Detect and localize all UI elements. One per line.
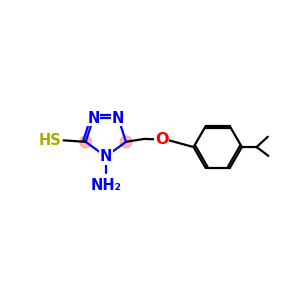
Text: N: N — [100, 149, 112, 164]
Text: N: N — [87, 111, 100, 126]
Circle shape — [80, 136, 92, 148]
Text: O: O — [155, 132, 169, 147]
Text: N: N — [112, 111, 124, 126]
Text: HS: HS — [38, 133, 61, 148]
Circle shape — [120, 136, 132, 148]
Text: NH₂: NH₂ — [90, 178, 121, 193]
